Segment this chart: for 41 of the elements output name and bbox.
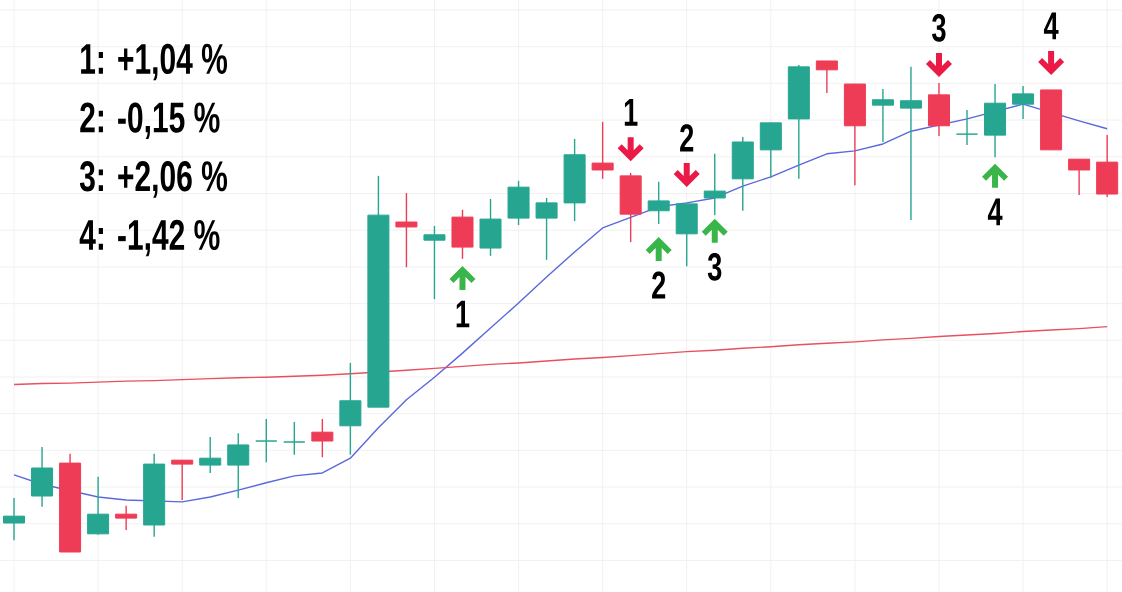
annotation: 2 [680,124,694,152]
candlestick [199,436,222,474]
point [1038,50,1065,75]
candlestick [647,181,670,225]
candlestick [1012,85,1035,120]
candlestick [395,192,418,268]
candlestick [227,432,250,499]
point [982,163,1009,188]
candlestick [311,418,334,458]
point [617,137,644,162]
point [673,162,700,187]
candlestick [255,418,278,463]
annotation: 4 [1043,12,1059,40]
annotation: 3: +2,06 % [79,161,228,198]
candlestick [1068,158,1091,196]
annotation: 1: +1,04 % [81,43,228,81]
point [645,237,672,262]
point [925,52,952,77]
candlestick [87,476,110,536]
candlestick [283,421,306,456]
candlestick [535,197,558,261]
candlestick [423,225,446,300]
candlestick [115,505,138,531]
annotation: 3 [707,253,722,281]
annotation: 2: -0,15 % [80,102,220,139]
annotation: 2 [652,271,666,299]
annotation: 4: -1,42 % [79,219,220,257]
candlestick [171,459,194,501]
candlestick [899,66,922,221]
candlestick [703,153,726,216]
annotation: 1 [456,300,470,328]
candlestick [3,497,26,541]
candlestick [815,60,838,94]
candlestick [871,88,894,143]
annotation: 3 [932,14,946,42]
point [701,218,728,243]
candlestick [956,109,979,146]
candlestick [591,121,614,180]
point [449,266,476,290]
annotation: 1 [624,98,638,126]
annotation: 4 [987,198,1003,226]
